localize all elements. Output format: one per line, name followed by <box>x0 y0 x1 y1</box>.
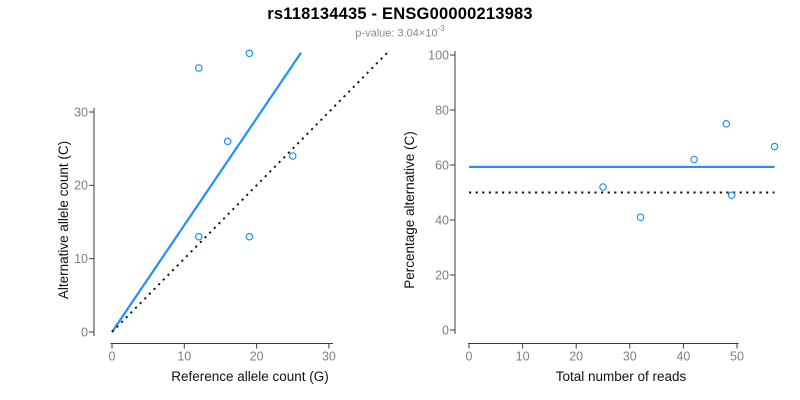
y-tick-label: 80 <box>435 103 449 117</box>
x-tick-label: 10 <box>516 350 530 364</box>
x-tick-label: 0 <box>109 350 116 364</box>
data-point <box>636 213 645 222</box>
identity-line <box>111 51 389 333</box>
y-tick-label: 30 <box>74 105 88 119</box>
y-axis-title: Percentage alternative (C) <box>402 131 417 289</box>
y-tick-label: 20 <box>74 179 88 193</box>
x-tick-label: 20 <box>569 350 583 364</box>
percentage-reads-scatter-panel: 0 10 20 30 40 50 0 20 40 60 80 100 Total number of r… <box>402 48 779 384</box>
x-tick-label: 0 <box>466 350 473 364</box>
y-tick-label: 20 <box>435 268 449 282</box>
data-point <box>722 119 731 128</box>
x-tick-label: 20 <box>250 350 264 364</box>
data-point <box>245 232 254 241</box>
data-point <box>194 232 203 241</box>
data-point <box>690 155 698 164</box>
x-axis-title: Total number of reads <box>556 369 687 384</box>
data-point <box>288 152 297 160</box>
data-point <box>599 183 607 191</box>
y-tick-label: 0 <box>442 323 449 337</box>
allele-count-scatter-panel: 0 10 20 30 0 10 20 30 Reference allele count (G)… <box>56 49 389 384</box>
y-tick-label: 0 <box>81 325 88 339</box>
x-tick-label: 40 <box>676 350 690 364</box>
p-value-text: p-value: 3.04×10 <box>355 27 438 40</box>
x-tick-label: 50 <box>730 350 744 364</box>
plot-title: rs118134435 - ENSG00000213983 <box>267 5 533 23</box>
y-axis-title: Alternative allele count (C) <box>56 141 71 299</box>
fit-line <box>111 51 302 333</box>
plot-subtitle: p-value: 3.04×10-3 <box>0 24 800 40</box>
y-tick-label: 10 <box>74 252 88 266</box>
data-point <box>223 137 232 146</box>
data-point <box>245 49 254 58</box>
x-tick-label: 10 <box>177 350 191 364</box>
p-value-exponent: -3 <box>437 24 445 33</box>
x-tick-label: 30 <box>623 350 637 364</box>
x-tick-label: 30 <box>322 350 336 364</box>
data-point <box>194 64 203 72</box>
x-axis-title: Reference allele count (G) <box>171 369 329 384</box>
y-tick-label: 60 <box>435 158 449 172</box>
data-point <box>770 142 779 151</box>
y-tick-label: 40 <box>435 213 449 227</box>
data-point <box>727 191 736 200</box>
y-tick-label: 100 <box>428 48 449 62</box>
